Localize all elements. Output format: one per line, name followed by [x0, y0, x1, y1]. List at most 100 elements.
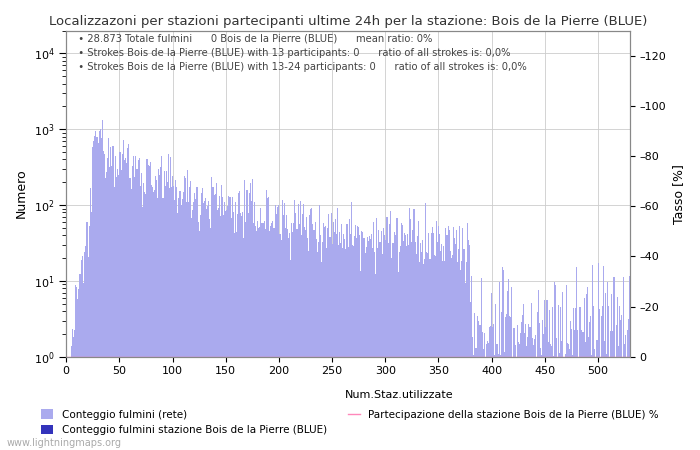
Bar [461, 261, 463, 450]
Bar [414, 243, 416, 450]
Bar [381, 231, 382, 450]
Bar [623, 277, 624, 450]
Bar [551, 346, 552, 450]
Bar [629, 276, 631, 450]
Bar [566, 285, 567, 450]
Bar [172, 176, 173, 450]
Bar [90, 188, 91, 450]
Bar [292, 232, 293, 450]
Bar [228, 196, 230, 450]
Bar [310, 209, 312, 450]
Bar [576, 267, 578, 450]
Bar [281, 200, 283, 450]
Bar [391, 258, 392, 450]
Bar [434, 255, 435, 450]
Bar [430, 233, 432, 450]
Bar [104, 154, 105, 450]
Bar [353, 246, 354, 450]
Bar [561, 341, 562, 450]
Bar [509, 316, 510, 450]
Bar [120, 152, 121, 450]
Bar [157, 198, 158, 450]
Bar [600, 357, 601, 450]
Bar [575, 308, 576, 450]
Bar [521, 322, 522, 450]
Bar [388, 243, 389, 450]
Bar [558, 305, 559, 450]
Bar [355, 225, 356, 450]
Bar [476, 347, 477, 450]
Bar [160, 167, 162, 450]
Bar [612, 331, 613, 450]
Bar [286, 215, 287, 450]
Bar [518, 342, 519, 450]
Bar [437, 242, 438, 450]
Partecipazione della stazione Bois de la Pierre (BLUE) % [626, 354, 634, 360]
Bar [134, 177, 135, 450]
Bar [609, 357, 610, 450]
Bar [488, 343, 489, 450]
Partecipazione della stazione Bois de la Pierre (BLUE) % [545, 354, 553, 360]
Text: www.lightningmaps.org: www.lightningmaps.org [7, 438, 122, 448]
Bar [573, 308, 574, 450]
Bar [84, 252, 85, 450]
Bar [166, 171, 167, 450]
Bar [93, 141, 95, 450]
Bar [418, 221, 419, 450]
Bar [291, 223, 292, 450]
Bar [294, 200, 295, 450]
Bar [326, 248, 328, 450]
Bar [251, 201, 252, 450]
Bar [531, 338, 533, 450]
Bar [76, 287, 77, 450]
Bar [140, 186, 141, 450]
Bar [205, 198, 206, 450]
Bar [272, 221, 273, 450]
Bar [463, 248, 465, 450]
Bar [212, 187, 214, 450]
Bar [473, 356, 474, 450]
Bar [222, 197, 223, 450]
Bar [276, 214, 277, 450]
Bar [144, 192, 146, 450]
Bar [288, 238, 289, 450]
Bar [208, 201, 209, 450]
Bar [259, 227, 260, 450]
Bar [236, 232, 237, 450]
Bar [603, 266, 604, 450]
Bar [306, 217, 307, 450]
Bar [206, 209, 207, 450]
Bar [225, 212, 226, 450]
Bar [173, 186, 174, 450]
Bar [220, 216, 221, 450]
Bar [242, 212, 244, 450]
Bar [190, 181, 191, 450]
Bar [580, 330, 582, 450]
Bar [555, 285, 556, 450]
Bar [392, 243, 393, 450]
Bar [387, 216, 388, 450]
Bar [457, 262, 458, 450]
Bar [275, 205, 276, 450]
Bar [539, 323, 540, 450]
Bar [237, 214, 238, 450]
Bar [506, 314, 507, 450]
Bar [343, 234, 344, 450]
Bar [398, 252, 400, 450]
Bar [428, 233, 429, 450]
Bar [592, 265, 594, 450]
Bar [478, 321, 480, 450]
Bar [596, 340, 598, 450]
Bar [69, 357, 70, 450]
Bar [87, 221, 88, 450]
Bar [111, 166, 113, 450]
Bar [372, 248, 373, 450]
Bar [438, 226, 439, 450]
Bar [570, 321, 571, 450]
Bar [344, 239, 345, 450]
Bar [452, 255, 453, 450]
Bar [254, 202, 255, 450]
Bar [516, 357, 517, 450]
Bar [73, 337, 74, 450]
Bar [103, 151, 104, 450]
